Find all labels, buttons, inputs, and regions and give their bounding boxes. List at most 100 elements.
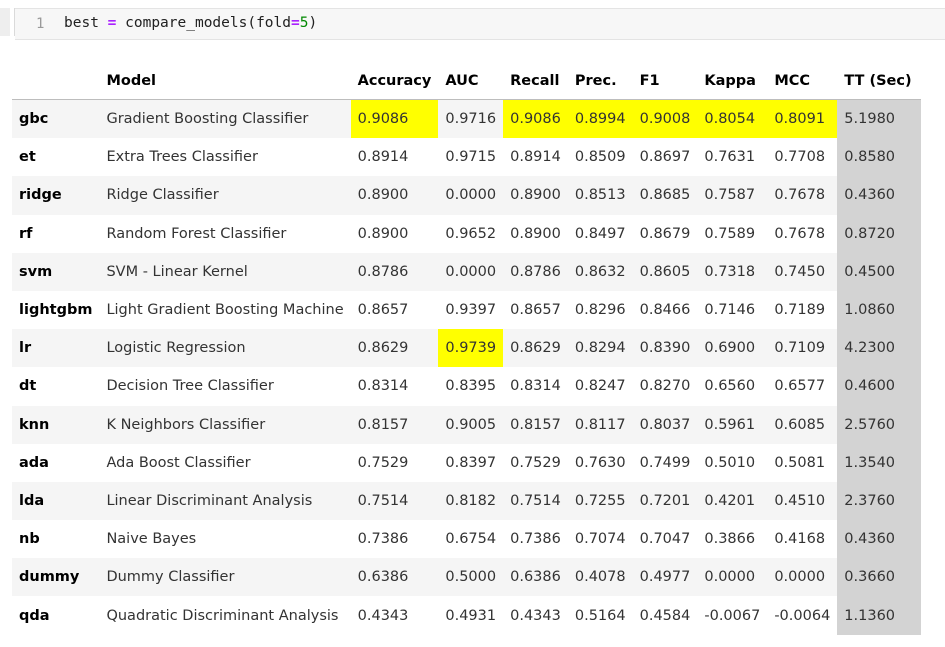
cell-idx: lr: [12, 329, 100, 368]
cell-model: Logistic Regression: [99, 329, 351, 368]
cell-accuracy: 0.8900: [350, 176, 439, 215]
code-operator-kw: =: [291, 15, 300, 31]
cell-prec: 0.7074: [567, 520, 633, 559]
cell-mcc: 0.6085: [767, 405, 838, 444]
cell-tt: 4.2300: [837, 329, 921, 368]
cell-model: SVM - Linear Kernel: [99, 252, 351, 291]
cell-kappa: 0.7589: [697, 214, 768, 253]
cell-kappa: 0.5010: [697, 443, 768, 482]
cell-kappa: 0.7146: [697, 290, 768, 330]
cell-recall: 0.9086: [503, 99, 568, 139]
cell-mcc: 0.5081: [767, 443, 838, 482]
cell-f1: 0.8037: [632, 405, 698, 444]
table-row: dt Decision Tree Classifier 0.8314 0.8395 0.…: [12, 367, 921, 406]
code-operator: =: [107, 15, 117, 31]
table-row: dummy Dummy Classifier 0.6386 0.5000 0.6386 0…: [12, 558, 921, 597]
cell-auc: 0.9397: [438, 290, 504, 330]
model-comparison-table: Model Accuracy AUC Recall Prec. F1 Kappa…: [12, 62, 921, 635]
header-auc: AUC: [438, 62, 504, 100]
cell-auc: 0.9739: [438, 329, 504, 368]
cell-mcc: -0.0064: [767, 596, 838, 635]
table-row: qda Quadratic Discriminant Analysis 0.4343…: [12, 596, 921, 635]
cell-auc: 0.9716: [438, 99, 504, 139]
cell-mcc: 0.7708: [767, 138, 838, 177]
cell-idx: lightgbm: [12, 290, 100, 330]
cell-prec: 0.8632: [567, 252, 633, 291]
cell-mcc: 0.0000: [767, 558, 838, 597]
cell-f1: 0.8466: [632, 290, 698, 330]
cell-auc: 0.0000: [438, 176, 504, 215]
table-row: ridge Ridge Classifier 0.8900 0.0000 0.8900 0…: [12, 176, 921, 215]
cell-prec: 0.5164: [567, 596, 633, 635]
cell-mcc: 0.7109: [767, 329, 838, 368]
table-row: lda Linear Discriminant Analysis 0.7514 0.8…: [12, 481, 921, 521]
line-number: 1: [36, 16, 45, 32]
cell-accuracy: 0.8314: [350, 367, 439, 406]
cell-tt: 2.5760: [837, 405, 921, 444]
cell-prec: 0.8497: [567, 214, 633, 253]
cell-prec: 0.8294: [567, 329, 633, 368]
cell-mcc: 0.7678: [767, 214, 838, 253]
code-variable: best: [64, 15, 99, 31]
cell-prec: 0.8247: [567, 367, 633, 406]
cell-tt: 0.8720: [837, 214, 921, 253]
cell-accuracy: 0.7529: [350, 443, 439, 482]
header-model: Model: [99, 62, 351, 100]
cell-kappa: 0.4201: [697, 481, 768, 521]
cell-accuracy: 0.8629: [350, 329, 439, 368]
cell-model: Gradient Boosting Classifier: [99, 99, 351, 139]
cell-kappa: -0.0067: [697, 596, 768, 635]
cell-prec: 0.7255: [567, 481, 633, 521]
cell-model: Extra Trees Classifier: [99, 138, 351, 177]
cell-recall: 0.8900: [503, 176, 568, 215]
cell-f1: 0.4977: [632, 558, 698, 597]
cell-recall: 0.8314: [503, 367, 568, 406]
cell-auc: 0.5000: [438, 558, 504, 597]
cell-auc: 0.8395: [438, 367, 504, 406]
cell-model: Dummy Classifier: [99, 558, 351, 597]
cell-gutter: [0, 8, 10, 36]
header-kappa: Kappa: [697, 62, 768, 100]
cell-idx: lda: [12, 481, 100, 521]
cell-idx: ridge: [12, 176, 100, 215]
cell-kappa: 0.7631: [697, 138, 768, 177]
code-cell[interactable]: 1 best = compare_models(fold=5): [0, 0, 945, 42]
cell-model: Linear Discriminant Analysis: [99, 481, 351, 521]
cell-tt: 0.4500: [837, 252, 921, 291]
cell-tt: 0.3660: [837, 558, 921, 597]
cell-model: Light Gradient Boosting Machine: [99, 290, 351, 330]
cell-mcc: 0.7678: [767, 176, 838, 215]
cell-recall: 0.8157: [503, 405, 568, 444]
cell-recall: 0.8786: [503, 252, 568, 291]
cell-mcc: 0.8091: [767, 99, 838, 139]
cell-recall: 0.7386: [503, 520, 568, 559]
cell-idx: dummy: [12, 558, 100, 597]
cell-model: Naive Bayes: [99, 520, 351, 559]
cell-idx: gbc: [12, 99, 100, 139]
cell-f1: 0.7047: [632, 520, 698, 559]
cell-recall: 0.8900: [503, 214, 568, 253]
cell-tt: 0.4360: [837, 520, 921, 559]
cell-idx: rf: [12, 214, 100, 253]
code-line[interactable]: best = compare_models(fold=5): [64, 15, 317, 31]
cell-accuracy: 0.8900: [350, 214, 439, 253]
cell-kappa: 0.8054: [697, 99, 768, 139]
header-mcc: MCC: [767, 62, 838, 100]
table-row: ada Ada Boost Classifier 0.7529 0.8397 0.752…: [12, 443, 921, 482]
table-row: nb Naive Bayes 0.7386 0.6754 0.7386 0.7074 0.7…: [12, 520, 921, 559]
cell-mcc: 0.7450: [767, 252, 838, 291]
cell-tt: 5.1980: [837, 99, 921, 139]
code-input-area[interactable]: [15, 8, 945, 40]
cell-auc: 0.9005: [438, 405, 504, 444]
header-tt: TT (Sec): [837, 62, 921, 100]
table-row: knn K Neighbors Classifier 0.8157 0.9005 0.8…: [12, 405, 921, 444]
cell-f1: 0.8390: [632, 329, 698, 368]
cell-auc: 0.9715: [438, 138, 504, 177]
cell-tt: 1.3540: [837, 443, 921, 482]
cell-f1: 0.7499: [632, 443, 698, 482]
cell-tt: 0.8580: [837, 138, 921, 177]
cell-auc: 0.8397: [438, 443, 504, 482]
cell-mcc: 0.7189: [767, 290, 838, 330]
cell-model: Ridge Classifier: [99, 176, 351, 215]
cell-f1: 0.8685: [632, 176, 698, 215]
